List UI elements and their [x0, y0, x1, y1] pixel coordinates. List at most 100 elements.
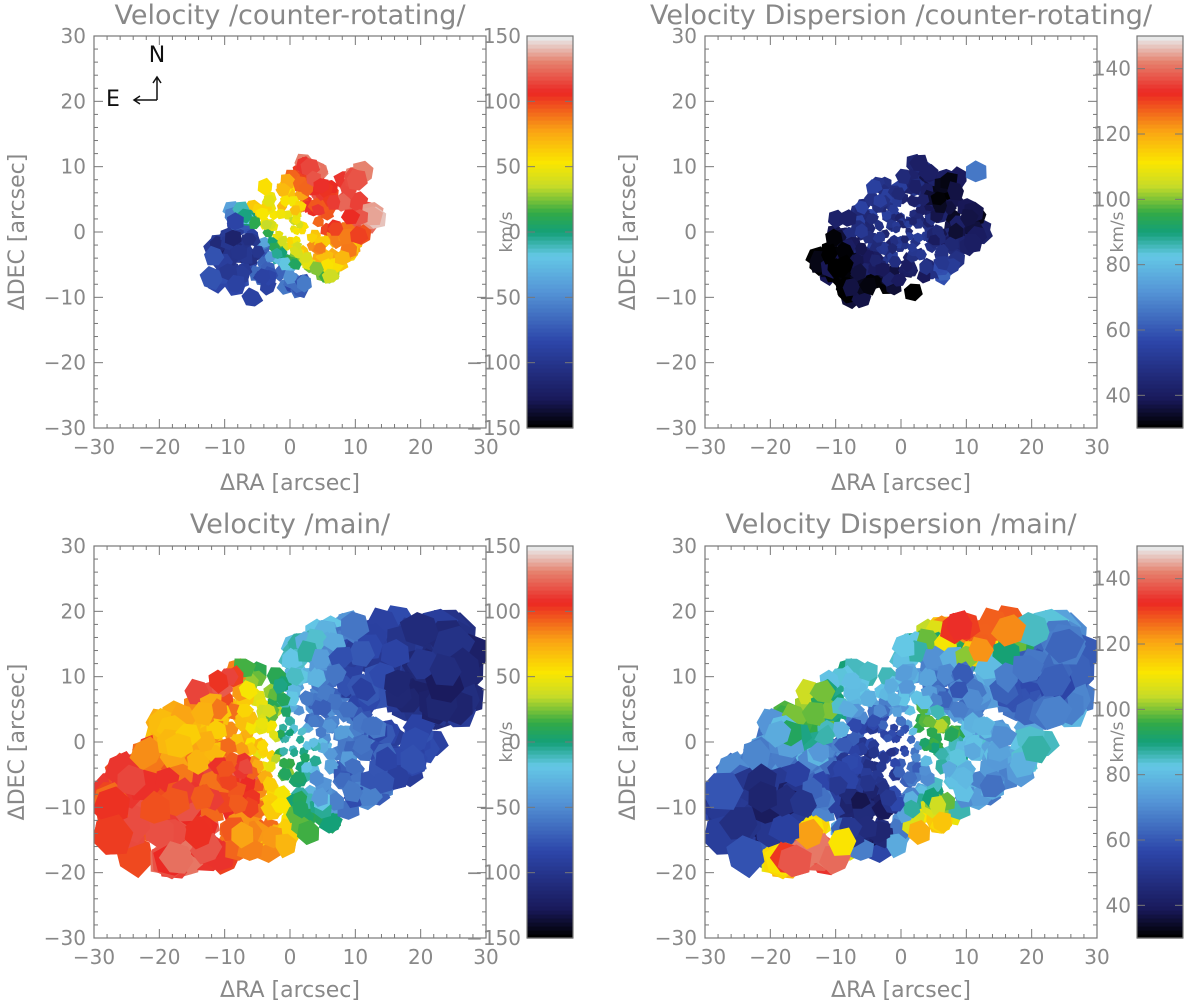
voronoi-bin: [949, 701, 970, 718]
voronoi-bin: [94, 814, 134, 855]
voronoi-bin: [262, 776, 279, 793]
voronoi-bin: [873, 703, 888, 718]
colorbar-swatch: [527, 216, 573, 221]
colorbar-swatch: [1137, 124, 1183, 129]
colorbar-swatch: [1137, 332, 1183, 337]
colorbar-swatch: [1137, 420, 1183, 425]
colorbar-swatch: [527, 64, 573, 69]
colorbar-swatch: [1137, 84, 1183, 89]
colorbar-swatch: [1137, 296, 1183, 301]
voronoi-bin: [309, 755, 322, 767]
colorbar-swatch: [527, 128, 573, 133]
voronoi-bin: [840, 672, 862, 690]
colorbar-swatch: [1137, 56, 1183, 61]
voronoi-bin: [962, 688, 984, 710]
voronoi-bin: [255, 717, 269, 731]
x-tick-label: −10: [204, 435, 246, 459]
voronoi-bin: [859, 277, 877, 296]
colorbar-swatch: [527, 622, 573, 627]
voronoi-bin: [266, 720, 278, 731]
colorbar-tick-label: 100: [483, 599, 521, 623]
voronoi-bin: [874, 219, 885, 232]
colorbar-swatch: [1137, 108, 1183, 113]
colorbar-swatch: [1137, 622, 1183, 627]
voronoi-bin: [885, 747, 897, 757]
voronoi-bin: [833, 254, 854, 273]
voronoi-bin: [257, 177, 273, 196]
voronoi-bin: [348, 641, 375, 667]
x-tick-label: 30: [473, 945, 498, 969]
colorbar-swatch: [527, 140, 573, 145]
voronoi-bin: [1045, 628, 1085, 664]
x-tick-label: −30: [684, 435, 726, 459]
voronoi-bin: [890, 757, 901, 769]
colorbar-swatch: [527, 882, 573, 887]
colorbar-swatch: [1137, 846, 1183, 851]
voronoi-bin: [140, 790, 171, 824]
colorbar-swatch: [1137, 172, 1183, 177]
colorbar-swatch: [527, 670, 573, 675]
voronoi-bin: [204, 245, 225, 266]
voronoi-bin: [1036, 663, 1072, 697]
y-tick-label: 10: [672, 155, 697, 179]
colorbar-swatch: [1137, 128, 1183, 133]
voronoi-bin: [990, 725, 1018, 749]
colorbar-swatch: [527, 766, 573, 771]
voronoi-bin: [879, 789, 897, 807]
voronoi-bin: [288, 258, 302, 270]
y-tick-label: −10: [44, 285, 86, 309]
x-tick-label: −30: [73, 945, 115, 969]
panel-title: Velocity Dispersion /counter-rotating/: [650, 0, 1153, 31]
colorbar-swatch: [1137, 236, 1183, 241]
colorbar-swatch: [527, 654, 573, 659]
colorbar-swatch: [1137, 782, 1183, 787]
voronoi-bin: [280, 704, 292, 717]
voronoi-bin: [190, 702, 214, 726]
voronoi-bin: [208, 669, 229, 694]
colorbar-swatch: [1137, 770, 1183, 775]
colorbar-swatch: [527, 336, 573, 341]
colorbar-swatch: [1137, 586, 1183, 591]
voronoi-bin: [291, 771, 307, 785]
voronoi-bin: [877, 720, 889, 731]
colorbar-swatch: [1137, 228, 1183, 233]
voronoi-bin: [255, 207, 269, 221]
colorbar-label: km/s: [1108, 211, 1128, 252]
colorbar-swatch: [527, 842, 573, 847]
voronoi-bin: [891, 187, 906, 201]
colorbar-swatch: [1137, 272, 1183, 277]
voronoi-bin: [249, 216, 261, 230]
voronoi-bin: [886, 833, 908, 859]
colorbar-swatch: [527, 638, 573, 643]
voronoi-bin: [908, 179, 922, 195]
colorbar-swatch: [527, 686, 573, 691]
colorbar-swatch: [1137, 794, 1183, 799]
colorbar-swatch: [527, 890, 573, 895]
x-tick-label: −30: [684, 945, 726, 969]
colorbar-swatch: [1137, 814, 1183, 819]
colorbar-swatch: [527, 184, 573, 189]
voronoi-bin: [879, 241, 890, 254]
voronoi-bin: [262, 703, 277, 718]
voronoi-bin: [919, 667, 938, 688]
colorbar-swatch: [527, 714, 573, 719]
colorbar-swatch: [1137, 838, 1183, 843]
y-tick-label: 20: [61, 89, 86, 113]
colorbar-swatch: [527, 826, 573, 831]
voronoi-bin: [275, 833, 297, 859]
colorbar-swatch: [1137, 212, 1183, 217]
colorbar-swatch: [527, 822, 573, 827]
colorbar-swatch: [527, 424, 573, 429]
voronoi-bin: [936, 663, 958, 687]
colorbar-swatch: [527, 276, 573, 281]
colorbar-swatch: [527, 854, 573, 859]
voronoi-bin: [328, 646, 353, 669]
voronoi-bin: [273, 678, 288, 696]
colorbar-swatch: [527, 272, 573, 277]
colorbar-swatch: [527, 606, 573, 611]
colorbar-tick-label: 50: [496, 665, 521, 689]
colorbar-swatch: [527, 220, 573, 225]
panel-title: Velocity /counter-rotating/: [114, 0, 466, 31]
colorbar-swatch: [1137, 192, 1183, 197]
colorbar-swatch: [1137, 96, 1183, 101]
